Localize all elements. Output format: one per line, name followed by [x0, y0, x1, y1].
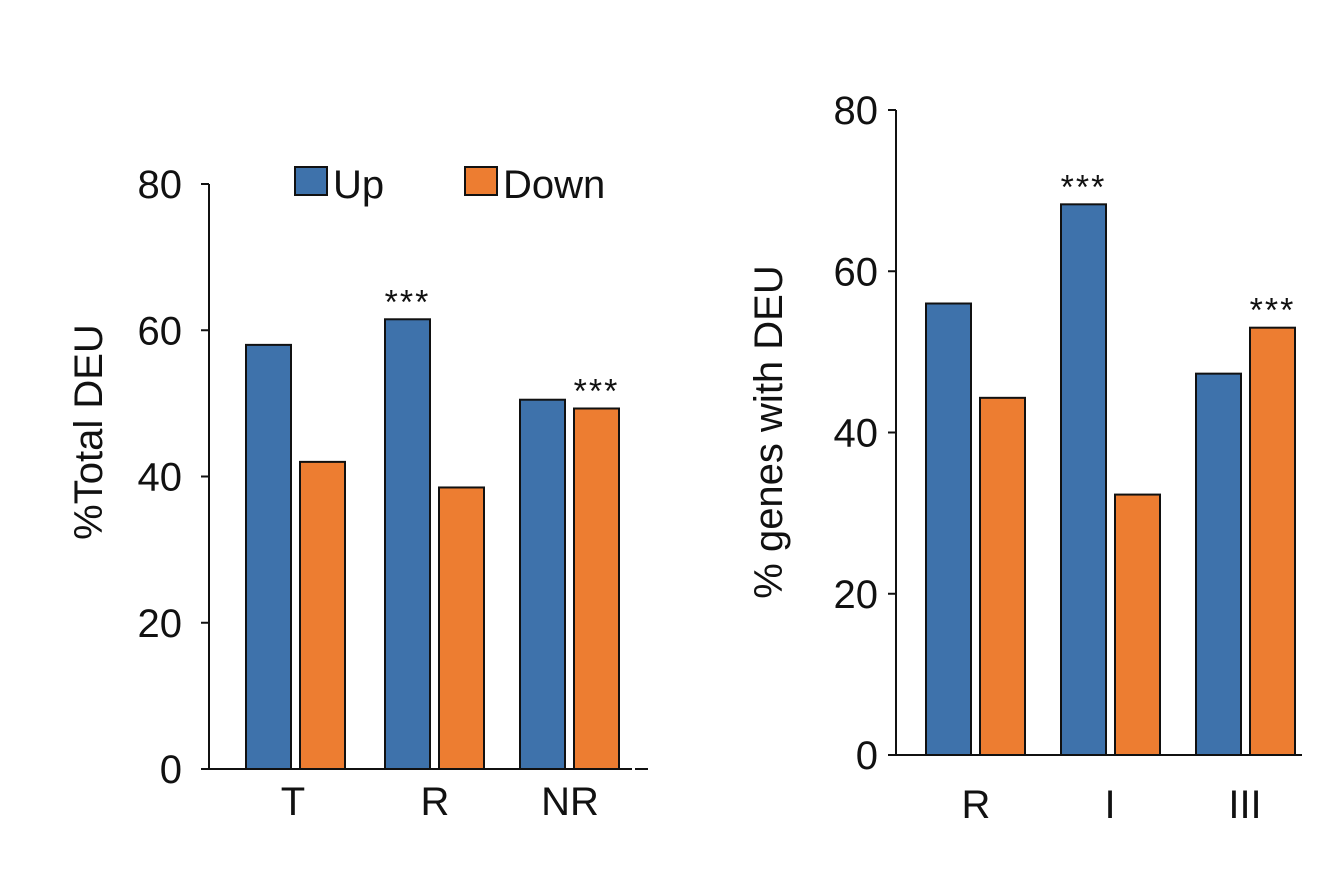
- legend: Up Down: [294, 163, 605, 207]
- significance-annotation: ***: [574, 372, 620, 410]
- y-tick-label: 0: [856, 734, 878, 778]
- legend-swatch-up: [294, 166, 328, 196]
- chart-total-deu: %Total DEU 0 20 40 60 80 T R NR *** *** Up Down: [67, 163, 648, 824]
- x-tick-label: III: [1228, 783, 1261, 827]
- bar-up-i: [1060, 203, 1107, 757]
- x-tick-label: R: [421, 780, 450, 824]
- bar-down-t: [299, 460, 346, 770]
- legend-label-down: Down: [503, 163, 605, 207]
- significance-annotation: ***: [1250, 292, 1296, 330]
- y-axis-title: %Total DEU: [67, 324, 111, 540]
- y-tick-label: 40: [834, 412, 879, 456]
- x-tick-label: I: [1104, 783, 1115, 827]
- y-tick-label: 80: [834, 89, 879, 133]
- x-tick-label: R: [962, 783, 991, 827]
- legend-swatch-down: [464, 166, 498, 196]
- bars: [925, 203, 1296, 757]
- y-tick-label: 40: [138, 456, 183, 500]
- x-tick-label: T: [281, 780, 305, 824]
- y-tick-label: 0: [160, 748, 182, 792]
- annotations: *** ***: [1061, 168, 1296, 330]
- y-tick-label: 20: [138, 602, 183, 646]
- bar-down-r: [438, 486, 485, 770]
- x-tick-label: NR: [541, 780, 599, 824]
- bar-up-nr: [519, 398, 566, 770]
- bar-down-nr: [573, 407, 620, 770]
- annotations: *** ***: [385, 283, 620, 410]
- bar-up-r: [384, 318, 431, 770]
- y-tick-label: 60: [138, 309, 183, 353]
- x-tick-labels: T R NR: [281, 780, 599, 824]
- bar-up-r: [925, 302, 972, 756]
- bar-up-iii: [1195, 372, 1242, 756]
- significance-annotation: ***: [385, 283, 431, 321]
- bar-up-t: [245, 343, 292, 770]
- y-ticks: 0 20 40 60 80: [138, 163, 209, 792]
- legend-label-up: Up: [333, 163, 384, 207]
- bar-down-r: [979, 396, 1026, 756]
- y-tick-label: 60: [834, 250, 879, 294]
- axes: [208, 184, 648, 770]
- axes: [895, 110, 1302, 756]
- y-ticks: 0 20 40 60 80: [834, 89, 896, 778]
- x-tick-labels: R I III: [962, 783, 1262, 827]
- y-tick-label: 80: [138, 163, 183, 207]
- y-tick-label: 20: [834, 573, 879, 617]
- bars: [245, 318, 620, 770]
- y-axis-title: % genes with DEU: [747, 265, 791, 598]
- significance-annotation: ***: [1061, 168, 1107, 206]
- bar-down-iii: [1249, 326, 1296, 756]
- bar-down-i: [1114, 493, 1161, 756]
